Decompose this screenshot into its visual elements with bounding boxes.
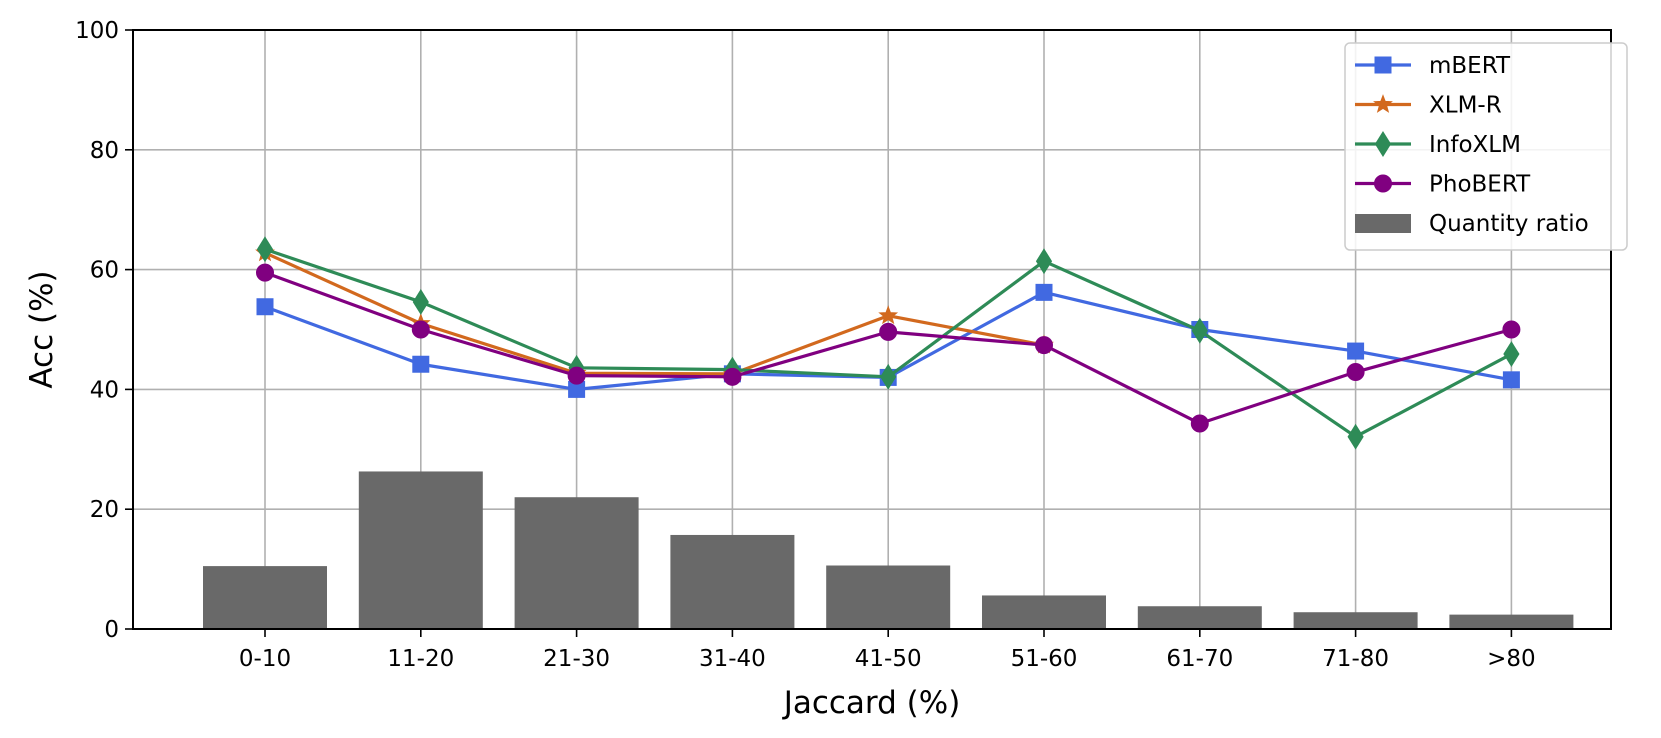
point-PhoBERT-11-20 <box>411 320 430 339</box>
point-InfoXLM->80 <box>1503 341 1520 368</box>
legend-label: InfoXLM <box>1429 132 1521 158</box>
y-tick-label: 60 <box>90 258 119 284</box>
y-axis-ticks: 0 20 40 60 80 100 <box>75 18 133 643</box>
legend-swatch <box>1355 214 1411 233</box>
point-mBERT-0-10 <box>256 298 274 316</box>
x-tick-label: >80 <box>1487 646 1536 672</box>
plot-frame <box>132 29 1612 630</box>
legend-item-Quantity ratio: Quantity ratio <box>1355 211 1589 237</box>
point-InfoXLM-61-70 <box>1191 317 1208 344</box>
legend: mBERT XLM-R InfoXLM PhoBERT Quantity ratio <box>1344 42 1628 251</box>
legend-box <box>1344 42 1628 251</box>
point-InfoXLM-0-10 <box>256 236 274 263</box>
point-PhoBERT-31-40 <box>723 367 742 386</box>
x-tick-label: 41-50 <box>855 646 922 672</box>
y-axis-label: Acc (%) <box>24 270 60 388</box>
point-mBERT-51-60 <box>1035 283 1053 301</box>
point-PhoBERT->80 <box>1502 320 1521 339</box>
point-InfoXLM-51-60 <box>1035 248 1053 275</box>
point-mBERT-71-80 <box>1347 342 1365 360</box>
bar-71-80 <box>1293 612 1418 629</box>
legend-marker <box>1373 94 1393 113</box>
point-mBERT-11-20 <box>412 355 430 373</box>
legend-item-XLM-R: XLM-R <box>1355 93 1502 119</box>
y-tick-label: 0 <box>104 617 119 643</box>
series-lines <box>255 236 1521 450</box>
point-PhoBERT-41-50 <box>879 322 898 341</box>
legend-marker <box>1374 56 1392 74</box>
point-InfoXLM-71-80 <box>1347 423 1364 450</box>
point-PhoBERT-0-10 <box>256 263 274 282</box>
bar-51-60 <box>982 595 1106 629</box>
legend-marker <box>1374 131 1392 157</box>
bar-11-20 <box>358 471 483 629</box>
point-PhoBERT-71-80 <box>1346 363 1365 382</box>
legend-item-PhoBERT: PhoBERT <box>1355 172 1531 198</box>
point-InfoXLM-41-50 <box>880 363 897 390</box>
legend-label: XLM-R <box>1429 93 1502 119</box>
x-tick-label: 61-70 <box>1166 646 1233 672</box>
point-InfoXLM-11-20 <box>412 289 429 315</box>
y-tick-label: 40 <box>90 377 119 403</box>
bar-41-50 <box>826 565 951 629</box>
point-XLM-R-41-50 <box>878 305 899 325</box>
line-XLM-R <box>264 251 1045 376</box>
legend-label: Quantity ratio <box>1429 211 1589 237</box>
bar-21-30 <box>514 497 639 629</box>
point-mBERT->80 <box>1502 371 1520 389</box>
legend-item-mBERT: mBERT <box>1355 53 1511 79</box>
legend-marker <box>1374 174 1392 193</box>
series-PhoBERT <box>256 263 1521 433</box>
x-tick-label: 0-10 <box>239 646 291 672</box>
y-tick-label: 20 <box>90 497 119 523</box>
bar-31-40 <box>670 534 795 629</box>
x-tick-label: 71-80 <box>1322 646 1389 672</box>
x-tick-label: 11-20 <box>387 646 454 672</box>
bar-0-10 <box>203 566 327 629</box>
y-tick-label: 80 <box>90 138 119 164</box>
legend-item-InfoXLM: InfoXLM <box>1355 131 1521 158</box>
point-PhoBERT-61-70 <box>1190 414 1209 433</box>
x-axis-ticks: 0-10 11-20 21-30 31-40 41-50 51-60 61-70 71-80 >… <box>239 629 1536 672</box>
legend-label: PhoBERT <box>1429 172 1531 198</box>
legend-label: mBERT <box>1429 53 1511 79</box>
x-axis-label: Jaccard (%) <box>782 685 961 721</box>
bar-61-70 <box>1137 606 1262 629</box>
x-tick-label: 31-40 <box>699 646 766 672</box>
bar->80 <box>1449 614 1574 629</box>
x-tick-label: 21-30 <box>543 646 610 672</box>
y-tick-label: 100 <box>75 18 119 44</box>
point-PhoBERT-21-30 <box>567 366 586 385</box>
point-PhoBERT-51-60 <box>1035 336 1053 355</box>
x-tick-label: 51-60 <box>1011 646 1078 672</box>
bars <box>203 471 1574 629</box>
